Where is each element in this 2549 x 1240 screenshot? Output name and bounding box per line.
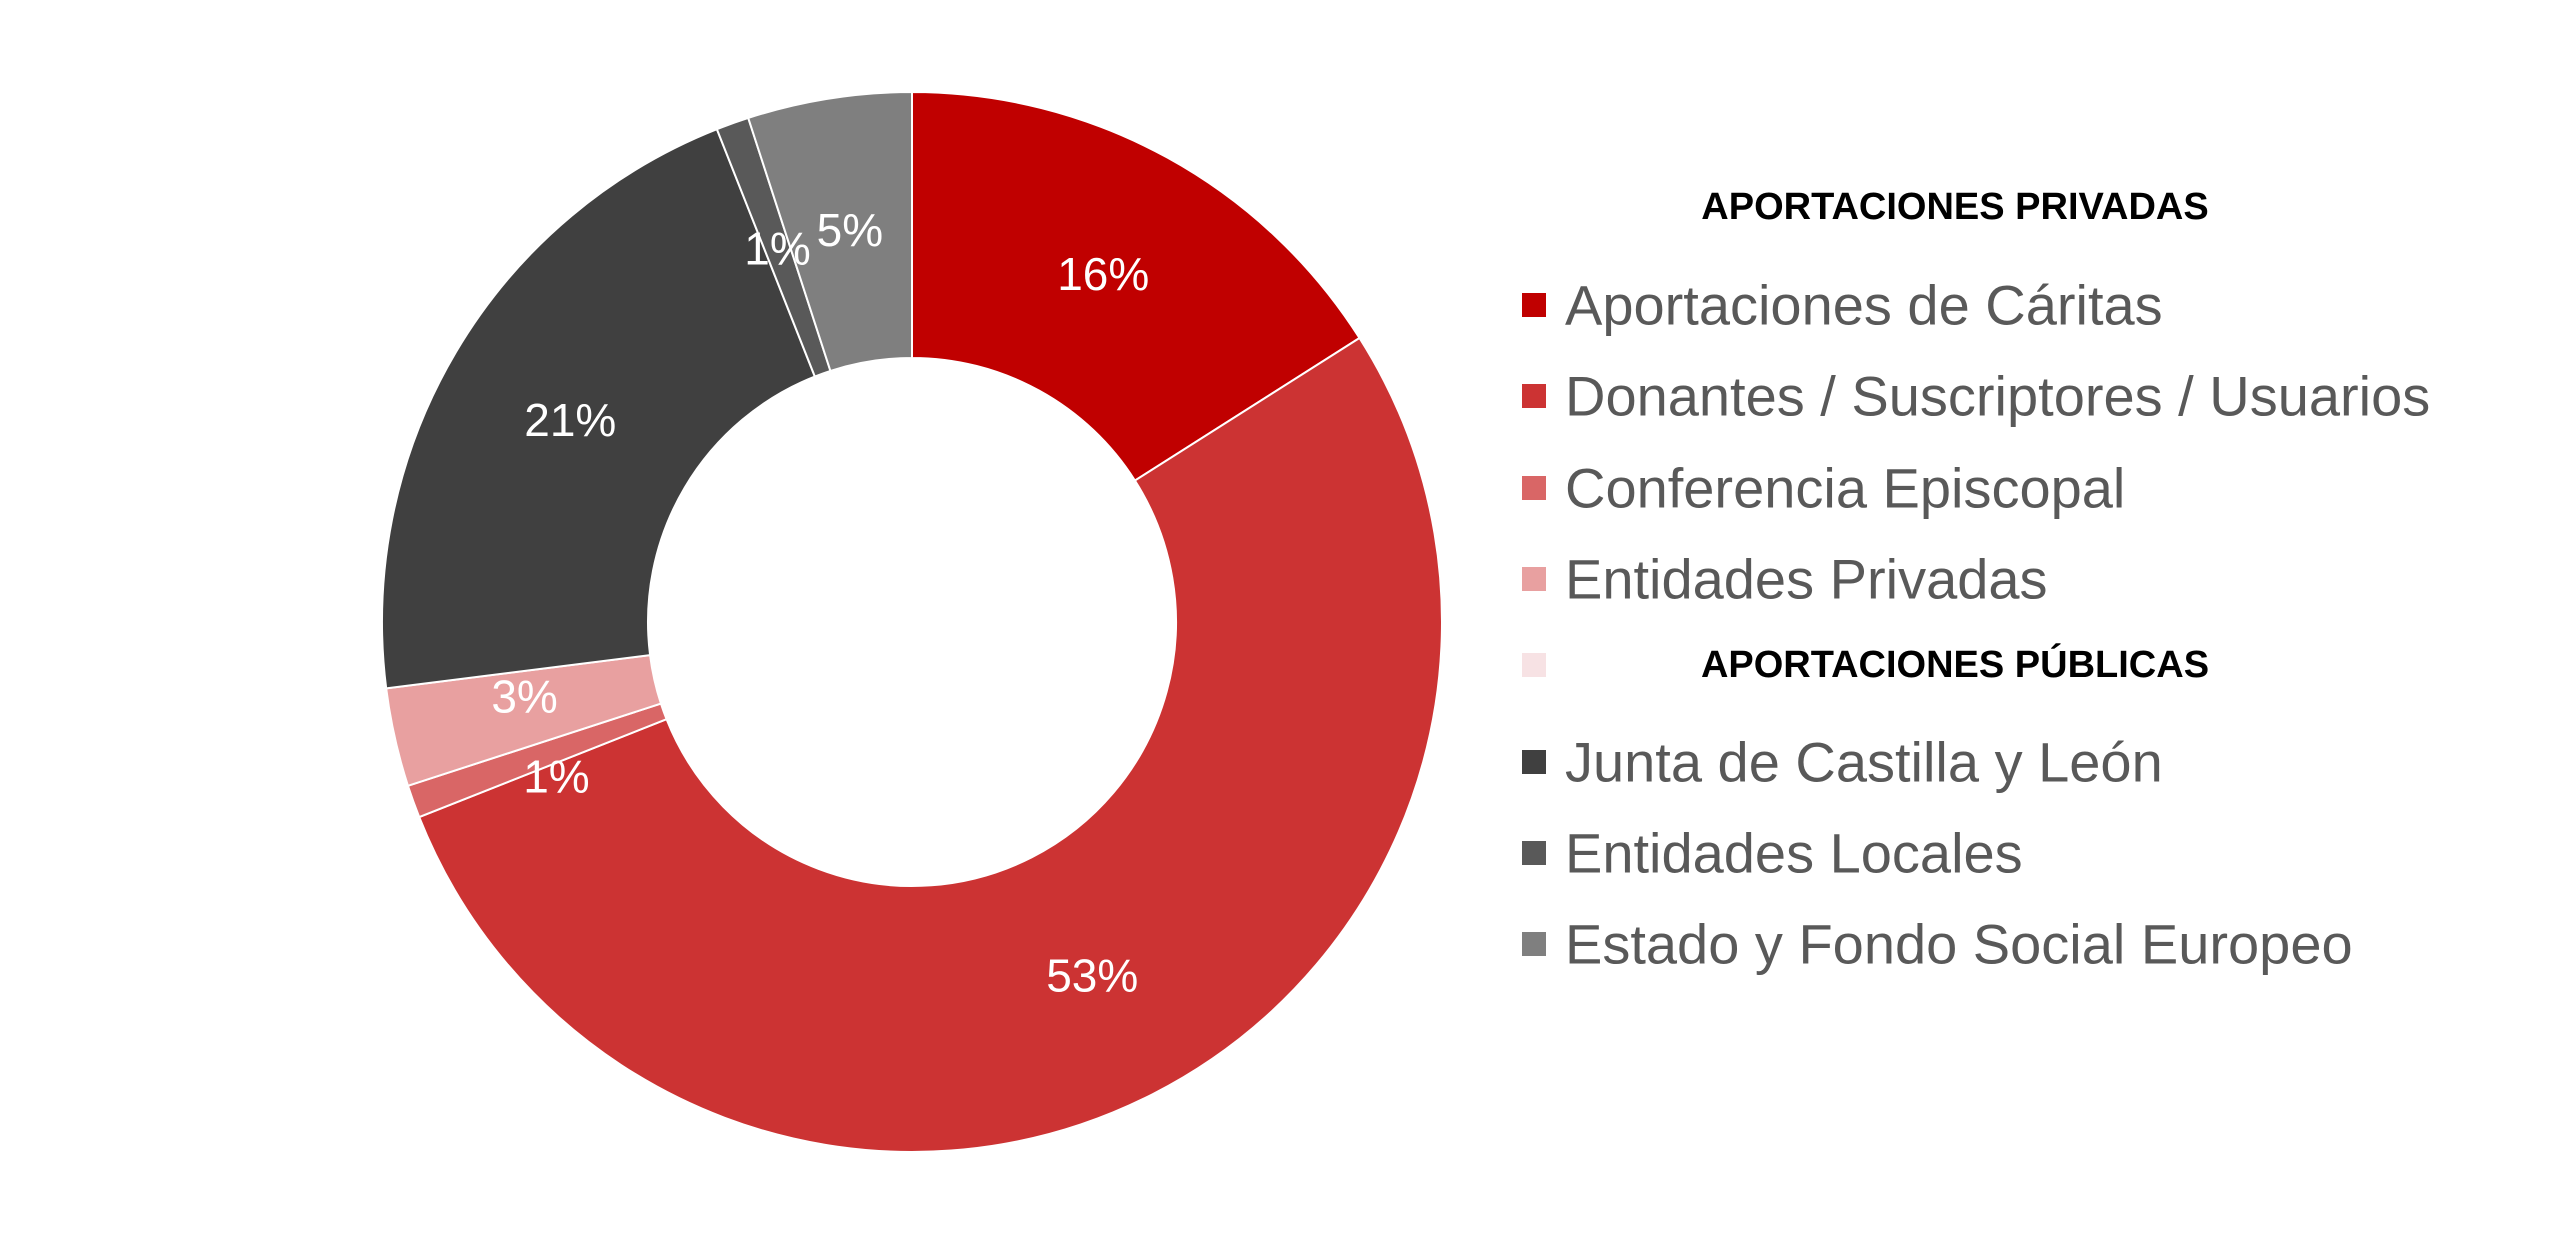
legend-label-conferencia-episcopal: Conferencia Episcopal	[1565, 457, 2125, 520]
legend-label-junta-de-castilla-y-leon: Junta de Castilla y León	[1565, 731, 2163, 794]
slice-label-junta-de-castilla-y-leon: 21%	[524, 394, 616, 446]
slice-aportaciones-de-caritas	[911, 90, 1361, 482]
slice-junta-de-castilla-y-leon	[381, 127, 817, 690]
legend-swatch-conferencia-episcopal	[1522, 476, 1546, 500]
slice-label-conferencia-episcopal: 1%	[523, 750, 589, 802]
legend-label-entidades-privadas: Entidades Privadas	[1565, 548, 2048, 611]
slice-label-aportaciones-de-caritas: 16%	[1057, 248, 1149, 300]
legend-swatch-junta-de-castilla-y-leon	[1522, 750, 1546, 774]
donut-slices	[381, 90, 1443, 1154]
slice-label-entidades-privadas: 3%	[491, 671, 557, 723]
slice-labels: 16%53%1%3%21%1% 5%	[491, 204, 1149, 1002]
legend-label-donantes-suscriptores-usuarios: Donantes / Suscriptores / Usuarios	[1565, 365, 2430, 428]
legend: APORTACIONES PRIVADAS Aportaciones de Cár…	[1522, 186, 2430, 976]
legend-swatch-estado-y-fondo-social-europeo	[1522, 932, 1546, 956]
legend-swatch-entidades-privadas	[1522, 567, 1546, 591]
legend-heading-swatch	[1522, 653, 1546, 677]
legend-label-estado-y-fondo-social-europeo: Estado y Fondo Social Europeo	[1565, 913, 2353, 976]
legend-heading-aportaciones-publicas: APORTACIONES PÚBLICAS	[1701, 642, 2209, 686]
legend-swatch-aportaciones-de-caritas	[1522, 293, 1546, 317]
slice-estado-y-fondo-social-europeo	[746, 90, 913, 373]
slice-label-estado-y-fondo-social-europeo: 5%	[817, 204, 883, 256]
legend-label-entidades-locales: Entidades Locales	[1565, 822, 2023, 885]
legend-swatch-donantes-suscriptores-usuarios	[1522, 384, 1546, 408]
legend-heading-aportaciones-privadas: APORTACIONES PRIVADAS	[1701, 186, 2208, 228]
legend-label-aportaciones-de-caritas: Aportaciones de Cáritas	[1565, 274, 2163, 337]
slice-donantes-suscriptores-usuarios	[417, 336, 1443, 1154]
slice-label-entidades-locales: 1%	[744, 222, 810, 274]
slice-label-donantes-suscriptores-usuarios: 53%	[1046, 950, 1138, 1002]
legend-swatch-entidades-locales	[1522, 841, 1546, 865]
